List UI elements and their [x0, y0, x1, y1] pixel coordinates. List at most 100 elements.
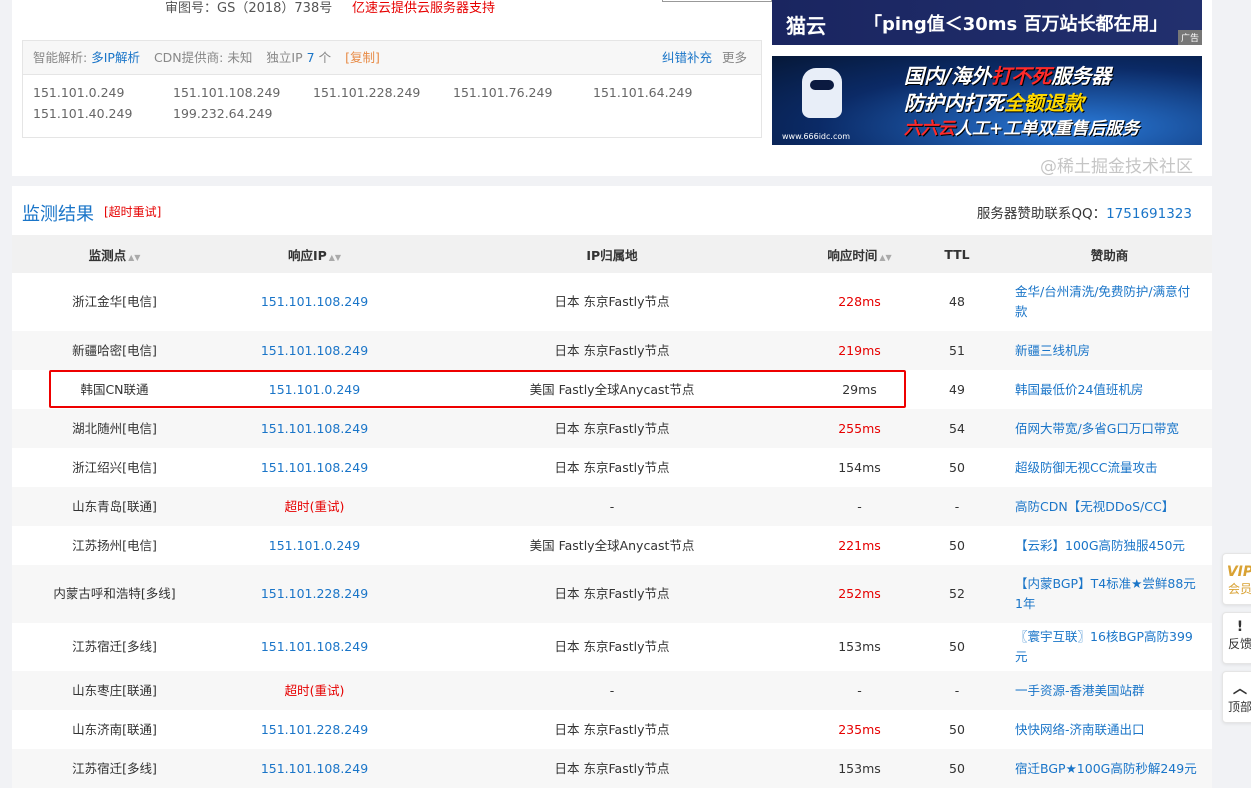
col-ip[interactable]: 响应IP ▲▼: [217, 235, 412, 273]
table-row: 江苏宿迁[多线] 151.101.108.249 日本 东京Fastly节点 15…: [12, 623, 1212, 671]
ad-line-1: 国内/海外打不死服务器: [904, 64, 1112, 88]
response-time: 235ms: [838, 721, 881, 737]
ad-banner-maoyun[interactable]: 猫云 「ping值＜30ms 百万站长都在用」 广告: [772, 0, 1202, 45]
response-time: -: [857, 498, 862, 514]
multi-ip-link[interactable]: 多IP解析: [91, 50, 140, 65]
ad-banner-666idc[interactable]: 国内/海外打不死服务器 防护内打死全额退款 六六云人工+工单双重售后服务 www…: [772, 56, 1202, 145]
monitor-node: 韩国CN联通: [80, 381, 149, 397]
unique-ip-unit: 个: [318, 50, 332, 65]
response-time: 29ms: [842, 381, 877, 397]
sort-icon: ▲▼: [128, 252, 141, 262]
ip-item: 151.101.64.249: [593, 85, 693, 100]
response-ip[interactable]: 151.101.0.249: [268, 537, 361, 553]
retry-link[interactable]: (重试): [309, 498, 345, 514]
ttl: 50: [949, 760, 965, 776]
timeout-cell: 超时(重试): [284, 682, 345, 698]
ip-location: 日本 东京Fastly节点: [554, 294, 670, 309]
table-row: 江苏宿迁[多线] 151.101.108.249 日本 东京Fastly节点 15…: [12, 749, 1212, 788]
response-time: 154ms: [838, 459, 881, 475]
ttl: 54: [949, 420, 965, 436]
unique-ip-label: 独立IP: [266, 50, 303, 65]
response-time: 153ms: [838, 760, 881, 776]
col-node[interactable]: 监测点 ▲▼: [12, 235, 217, 273]
sponsor-link[interactable]: 佰网大带宽/多省G口万口带宽: [1015, 420, 1179, 436]
map-approval-number: 审图号：GS（2018）738号: [165, 1, 333, 16]
ip-location: 日本 东京Fastly节点: [554, 586, 670, 601]
sponsor-link[interactable]: 韩国最低价24值班机房: [1015, 381, 1144, 397]
ip-location: 日本 东京Fastly节点: [554, 420, 670, 436]
results-table: 监测点 ▲▼ 响应IP ▲▼ IP归属地 响应时间 ▲▼ TTL 赞助商 浙江金华[电…: [12, 235, 1212, 788]
monitor-node: 山东济南[联通]: [72, 721, 157, 737]
ad-line-2: 防护内打死全额退款: [904, 91, 1084, 115]
response-ip[interactable]: 151.101.0.249: [268, 381, 361, 397]
vip-button[interactable]: VIP 会员: [1222, 553, 1251, 605]
sort-icon: ▲▼: [879, 252, 892, 262]
response-ip[interactable]: 151.101.228.249: [260, 721, 369, 737]
sponsor-link[interactable]: 【内蒙BGP】T4标准★尝鲜88元1年: [1015, 576, 1196, 611]
sponsor-link[interactable]: 一手资源-香港美国站群: [1015, 682, 1145, 698]
chevron-up-icon: ︿: [1233, 681, 1247, 697]
sponsor-link[interactable]: 亿速云提供云服务器支持: [352, 1, 496, 16]
response-time: 255ms: [838, 420, 881, 436]
response-time: 153ms: [838, 639, 881, 654]
monitor-node: 新疆哈密[电信]: [72, 342, 157, 358]
monitor-node: 山东青岛[联通]: [72, 498, 157, 514]
ttl: 52: [949, 586, 965, 601]
sponsor-link[interactable]: 【云彩】100G高防独服450元: [1015, 537, 1185, 553]
correct-link[interactable]: 纠错补充: [661, 50, 712, 65]
sponsor-qq: 服务器赞助联系QQ：1751691323: [976, 206, 1192, 222]
col-location: IP归属地: [412, 235, 812, 273]
table-row: 山东枣庄[联通] 超时(重试) - - - 一手资源-香港美国站群: [12, 671, 1212, 710]
timeout-retry-button[interactable]: [超时重试]: [104, 205, 162, 219]
monitor-node: 内蒙古呼和浩特[多线]: [53, 586, 176, 601]
ip-resolution-box: 智能解析: 多IP解析 CDN提供商: 未知 独立IP 7 个 [复制] 纠错补…: [22, 40, 762, 138]
sponsor-link[interactable]: 超级防御无视CC流量攻击: [1015, 459, 1158, 475]
qq-number[interactable]: 1751691323: [1106, 206, 1192, 222]
table-row: 浙江绍兴[电信] 151.101.108.249 日本 东京Fastly节点 15…: [12, 448, 1212, 487]
ip-location: 美国 Fastly全球Anycast节点: [529, 537, 695, 553]
monitor-node: 江苏扬州[电信]: [72, 537, 157, 553]
response-ip[interactable]: 151.101.108.249: [260, 420, 369, 436]
sponsor-link[interactable]: 宿迁BGP★100G高防秒解249元: [1015, 760, 1197, 776]
ip-location: 日本 东京Fastly节点: [554, 639, 670, 654]
sponsor-link[interactable]: 〖寰宇互联〗16核BGP高防399元: [1015, 629, 1193, 664]
watermark: @稀土掘金技术社区: [1040, 157, 1193, 177]
more-link[interactable]: 更多: [721, 50, 747, 65]
response-ip[interactable]: 151.101.108.249: [260, 760, 369, 776]
response-ip[interactable]: 151.101.108.249: [260, 459, 369, 475]
sponsor-link[interactable]: 新疆三线机房: [1015, 342, 1091, 358]
sort-icon: ▲▼: [328, 252, 342, 262]
response-time: 219ms: [838, 342, 881, 358]
ttl: 50: [949, 459, 965, 475]
monitor-node: 江苏宿迁[多线]: [72, 760, 157, 776]
back-to-top-button[interactable]: ︿ 顶部: [1222, 671, 1251, 723]
ip-location: 日本 东京Fastly节点: [554, 342, 670, 358]
ip-location: 日本 东京Fastly节点: [554, 721, 670, 737]
ttl: -: [954, 682, 960, 698]
table-row: 山东济南[联通] 151.101.228.249 日本 东京Fastly节点 23…: [12, 710, 1212, 749]
robot-icon: [802, 68, 842, 118]
table-row: 韩国CN联通 151.101.0.249 美国 Fastly全球Anycast节点…: [12, 370, 1212, 409]
ip-location: 日本 东京Fastly节点: [554, 459, 670, 475]
sponsor-link[interactable]: 金华/台州清洗/免费防护/满意付款: [1015, 284, 1191, 319]
cdn-label: CDN提供商:: [153, 50, 224, 65]
sponsor-link[interactable]: 高防CDN【无视DDoS/CC】: [1015, 498, 1175, 514]
response-ip[interactable]: 151.101.108.249: [260, 639, 369, 654]
timeout-cell: 超时(重试): [284, 498, 345, 514]
retry-link[interactable]: (重试): [309, 682, 345, 698]
response-ip[interactable]: 151.101.108.249: [260, 294, 369, 309]
copy-button[interactable]: [复制]: [345, 50, 380, 65]
response-time: -: [857, 682, 862, 698]
top-input[interactable]: [662, 0, 772, 2]
cdn-value: 未知: [227, 50, 253, 65]
ad-url: www.666idc.com: [782, 132, 851, 141]
col-time[interactable]: 响应时间 ▲▼: [812, 235, 907, 273]
feedback-button[interactable]: ! 反馈: [1222, 612, 1251, 664]
ip-item: 151.101.0.249: [33, 85, 125, 100]
results-panel: 监测结果 [超时重试] 服务器赞助联系QQ：1751691323 监测点 ▲▼ 响…: [12, 186, 1212, 788]
response-ip[interactable]: 151.101.108.249: [260, 342, 369, 358]
sponsor-link[interactable]: 快快网络-济南联通出口: [1015, 721, 1145, 737]
table-row: 内蒙古呼和浩特[多线] 151.101.228.249 日本 东京Fastly节点…: [12, 565, 1212, 623]
response-ip[interactable]: 151.101.228.249: [260, 586, 369, 601]
table-row: 山东青岛[联通] 超时(重试) - - - 高防CDN【无视DDoS/CC】: [12, 487, 1212, 526]
